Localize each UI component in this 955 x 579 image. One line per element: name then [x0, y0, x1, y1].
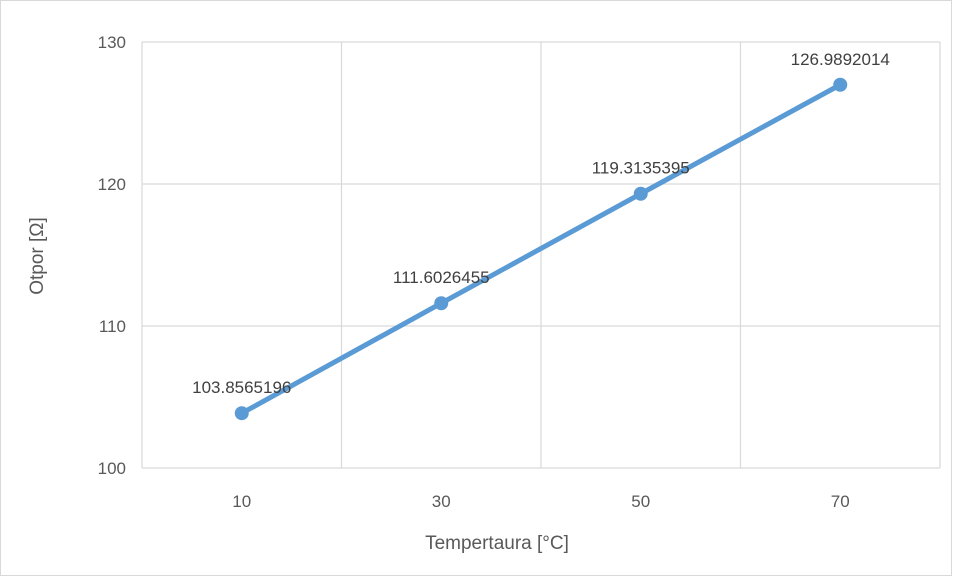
y-tick-label: 110	[99, 317, 126, 336]
x-axis-title: Tempertaura [°C]	[425, 533, 569, 554]
x-tick-label: 50	[631, 492, 650, 511]
y-axis-title: Otpor [Ω]	[27, 217, 48, 295]
data-label: 103.8565196	[192, 378, 291, 397]
data-label: 126.9892014	[791, 50, 890, 69]
y-tick-label: 130	[98, 33, 126, 52]
x-tick-label: 70	[831, 492, 850, 511]
data-point	[833, 78, 847, 92]
x-tick-label: 10	[232, 492, 251, 511]
data-label: 111.6026455	[393, 268, 490, 287]
data-point	[235, 406, 249, 420]
data-label: 119.3135395	[592, 159, 690, 178]
data-point	[434, 296, 448, 310]
y-tick-label: 100	[98, 459, 126, 478]
data-point	[634, 187, 648, 201]
y-tick-label: 120	[98, 175, 126, 194]
x-tick-label: 30	[432, 492, 451, 511]
